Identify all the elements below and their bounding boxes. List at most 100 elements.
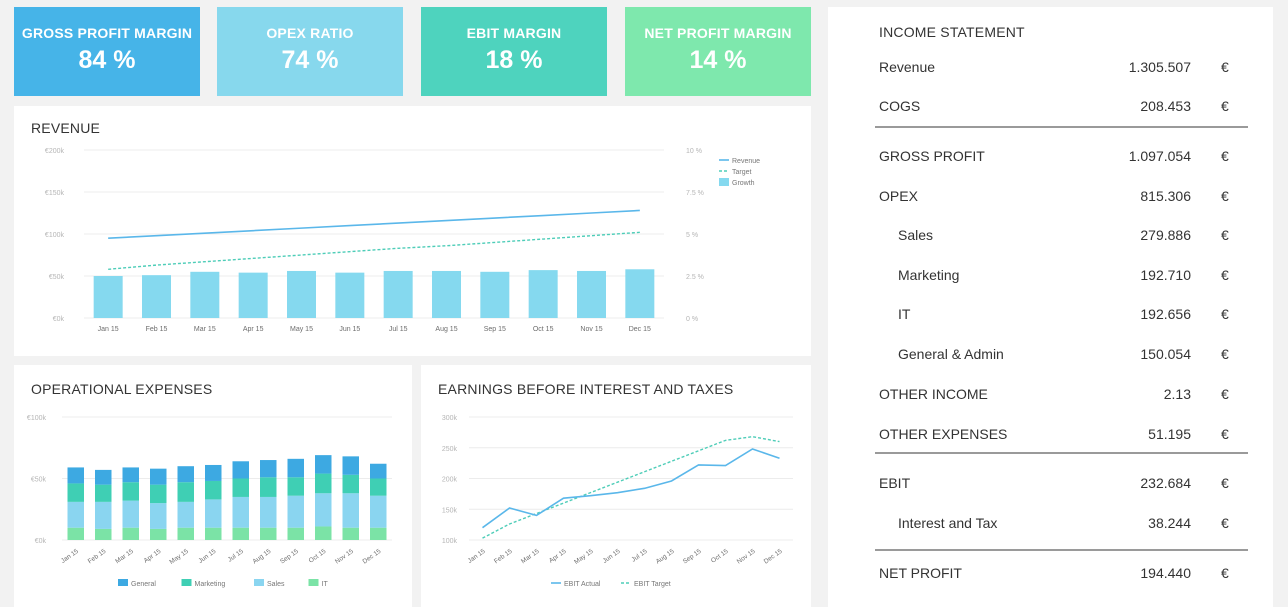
stack-segment bbox=[260, 527, 277, 540]
currency-symbol: € bbox=[1221, 227, 1229, 243]
currency-symbol: € bbox=[1221, 306, 1229, 322]
y-tick-label-right: 10 % bbox=[686, 148, 702, 155]
kpi-value: 18 % bbox=[485, 46, 543, 74]
growth-bar bbox=[577, 270, 606, 318]
stack-segment bbox=[287, 527, 304, 540]
stack-segment bbox=[177, 466, 194, 483]
stack-segment bbox=[150, 468, 167, 485]
growth-bar bbox=[625, 269, 655, 318]
row-label: Sales bbox=[898, 227, 934, 243]
stack-segment bbox=[177, 527, 194, 540]
row-value: 192.656 bbox=[1140, 306, 1191, 322]
y-tick-label-right: 0 % bbox=[686, 316, 698, 323]
kpi-gross-profit-margin: GROSS PROFIT MARGIN 84 % bbox=[14, 7, 200, 96]
y-tick-label: 300k bbox=[442, 415, 458, 422]
stack-segment bbox=[150, 528, 167, 540]
row-cogs: COGS 208.453 € bbox=[828, 98, 1273, 118]
kpi-label: EBIT MARGIN bbox=[466, 25, 562, 41]
x-tick-label: Nov 15 bbox=[334, 548, 355, 566]
currency-symbol: € bbox=[1221, 565, 1229, 581]
kpi-label: OPEX RATIO bbox=[266, 25, 354, 41]
y-tick-label: €50k bbox=[31, 477, 47, 484]
stack-segment bbox=[232, 461, 249, 479]
stack-segment bbox=[205, 499, 222, 528]
currency-symbol: € bbox=[1221, 426, 1229, 442]
stack-segment bbox=[370, 495, 387, 528]
stack-segment bbox=[122, 527, 139, 540]
row-value: 232.684 bbox=[1140, 475, 1191, 491]
row-value: 194.440 bbox=[1140, 565, 1191, 581]
y-tick-label: 250k bbox=[442, 446, 458, 453]
stack-segment bbox=[122, 467, 139, 483]
x-tick-label: Jun 15 bbox=[339, 326, 360, 333]
row-net-profit: NET PROFIT 194.440 € bbox=[828, 565, 1273, 585]
row-opex: OPEX 815.306 € bbox=[828, 188, 1273, 208]
growth-bar bbox=[432, 270, 461, 318]
ebit-title: EARNINGS BEFORE INTEREST AND TAXES bbox=[438, 381, 734, 397]
target-line bbox=[108, 231, 640, 270]
stack-segment bbox=[287, 458, 304, 478]
x-tick-label: Feb 15 bbox=[146, 326, 168, 333]
legend-swatch-growth bbox=[719, 178, 729, 186]
divider bbox=[875, 126, 1248, 128]
x-tick-label: Oct 15 bbox=[308, 548, 328, 565]
x-tick-label: Jul 15 bbox=[227, 548, 246, 564]
revenue-panel: REVENUE €0k €50k €100k €150k €200k 0 % 2.5 % 5 … bbox=[14, 106, 811, 356]
row-label: COGS bbox=[879, 98, 921, 114]
row-value: 192.710 bbox=[1140, 267, 1191, 283]
income-statement-panel: INCOME STATEMENT Revenue 1.305.507 € COG… bbox=[828, 7, 1273, 607]
ebit-actual-line bbox=[482, 448, 780, 529]
stack-segment bbox=[205, 527, 222, 540]
row-label: NET PROFIT bbox=[879, 565, 962, 581]
growth-bar bbox=[335, 272, 365, 318]
y-tick-label-left: €50k bbox=[49, 274, 65, 281]
opex-chart: €0k €50k €100k Jan 15 Feb 15 Mar 15 Apr 15 May … bbox=[27, 415, 392, 588]
x-tick-label: Nov 15 bbox=[736, 548, 757, 566]
x-tick-label: Jan 15 bbox=[60, 548, 80, 565]
x-tick-label: Nov 15 bbox=[580, 326, 602, 333]
row-label: General & Admin bbox=[898, 346, 1004, 362]
row-interest-tax: Interest and Tax 38.244 € bbox=[828, 515, 1273, 535]
x-tick-label: Apr 15 bbox=[548, 548, 568, 565]
currency-symbol: € bbox=[1221, 98, 1229, 114]
x-tick-label: Feb 15 bbox=[87, 548, 108, 566]
growth-bar bbox=[142, 275, 171, 318]
stack-segment bbox=[315, 526, 332, 540]
row-label: GROSS PROFIT bbox=[879, 148, 985, 164]
row-value: 1.305.507 bbox=[1128, 59, 1191, 75]
legend-label: IT bbox=[322, 581, 329, 588]
y-tick-label-left: €100k bbox=[45, 232, 65, 239]
legend-swatch bbox=[181, 579, 192, 586]
stack-segment bbox=[342, 527, 359, 540]
y-tick-label: €100k bbox=[27, 415, 47, 422]
x-tick-label: Mar 15 bbox=[114, 548, 135, 566]
stack-segment bbox=[287, 495, 304, 528]
x-tick-label: Mar 15 bbox=[520, 548, 541, 566]
x-tick-label: Sep 15 bbox=[682, 548, 703, 566]
stack-segment bbox=[260, 460, 277, 478]
revenue-title: REVENUE bbox=[31, 120, 101, 136]
stack-segment bbox=[342, 456, 359, 475]
growth-bar bbox=[93, 276, 123, 318]
x-tick-label: Jan 15 bbox=[467, 548, 487, 565]
kpi-opex-ratio: OPEX RATIO 74 % bbox=[217, 7, 403, 96]
x-tick-label: Jul 15 bbox=[389, 326, 408, 333]
stack-segment bbox=[122, 500, 139, 528]
x-tick-label: May 15 bbox=[290, 326, 313, 333]
currency-symbol: € bbox=[1221, 188, 1229, 204]
row-value: 279.886 bbox=[1140, 227, 1191, 243]
stack-segment bbox=[232, 478, 249, 497]
x-tick-label: Jun 15 bbox=[602, 548, 622, 565]
ebit-chart: 100k 150k 200k 250k 300k Jan 15 Feb 15 Mar 15 Ap… bbox=[442, 415, 793, 588]
y-tick-label: €0k bbox=[35, 538, 47, 545]
stack-segment bbox=[95, 469, 112, 485]
kpi-net-profit-margin: NET PROFIT MARGIN 14 % bbox=[625, 7, 811, 96]
y-tick-label-right: 2.5 % bbox=[686, 274, 704, 281]
x-tick-label: Aug 15 bbox=[655, 548, 676, 566]
stack-segment bbox=[67, 527, 84, 540]
legend-swatch bbox=[254, 579, 264, 586]
stack-segment bbox=[67, 467, 84, 484]
x-tick-label: Apr 15 bbox=[143, 548, 163, 565]
currency-symbol: € bbox=[1221, 267, 1229, 283]
currency-symbol: € bbox=[1221, 475, 1229, 491]
